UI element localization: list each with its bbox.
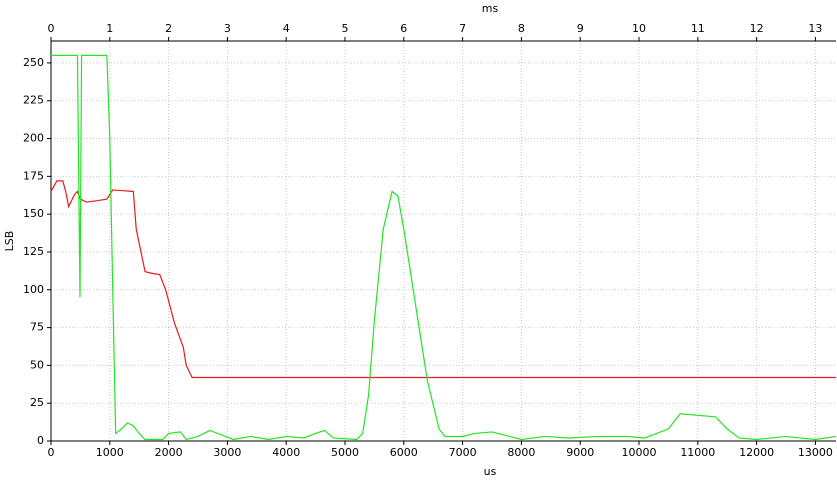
data-line [51,54,837,441]
x-tick-label: 13000 [798,446,833,459]
y-tick-label: 25 [30,396,44,409]
x-tick-label: 10000 [622,446,657,459]
x-tick-label: 2000 [155,446,183,459]
y-tick-label: 175 [23,169,44,182]
x-tick-label: 4000 [272,446,300,459]
x-tick-label: 1000 [96,446,124,459]
x2-tick-label: 0 [48,22,55,35]
x2-tick-label: 4 [283,22,290,35]
y-tick-label: 100 [23,283,44,296]
x-tick-label: 5000 [331,446,359,459]
y-tick-label: 250 [23,56,44,69]
x-tick-label: 9000 [566,446,594,459]
y-tick-label: 125 [23,245,44,258]
x-tick-label: 8000 [507,446,535,459]
x2-axis-label: ms [482,2,499,15]
x2-tick-label: 7 [459,22,466,35]
x-axis-label: us [484,465,497,478]
y-axis-label: LSB [3,231,16,252]
x2-tick-label: 11 [691,22,705,35]
x2-tick-label: 6 [400,22,407,35]
x2-tick-label: 13 [808,22,822,35]
x2-tick-label: 2 [165,22,172,35]
y-tick-label: 150 [23,207,44,220]
x2-tick-label: 8 [518,22,525,35]
x-tick-label: 0 [48,446,55,459]
y-tick-label: 225 [23,94,44,107]
x2-tick-label: 12 [750,22,764,35]
y-tick-label: 75 [30,321,44,334]
x2-tick-label: 5 [342,22,349,35]
x-tick-label: 7000 [449,446,477,459]
x-tick-label: 12000 [739,446,774,459]
x2-tick-label: 1 [106,22,113,35]
y-tick-label: 50 [30,358,44,371]
x-tick-label: 3000 [213,446,241,459]
y-tick-label: 0 [37,434,44,447]
x2-tick-label: 9 [577,22,584,35]
x-tick-label: 11000 [680,446,715,459]
x-tick-label: 6000 [390,446,418,459]
x2-tick-label: 10 [632,22,646,35]
x2-tick-label: 3 [224,22,231,35]
y-tick-label: 200 [23,132,44,145]
